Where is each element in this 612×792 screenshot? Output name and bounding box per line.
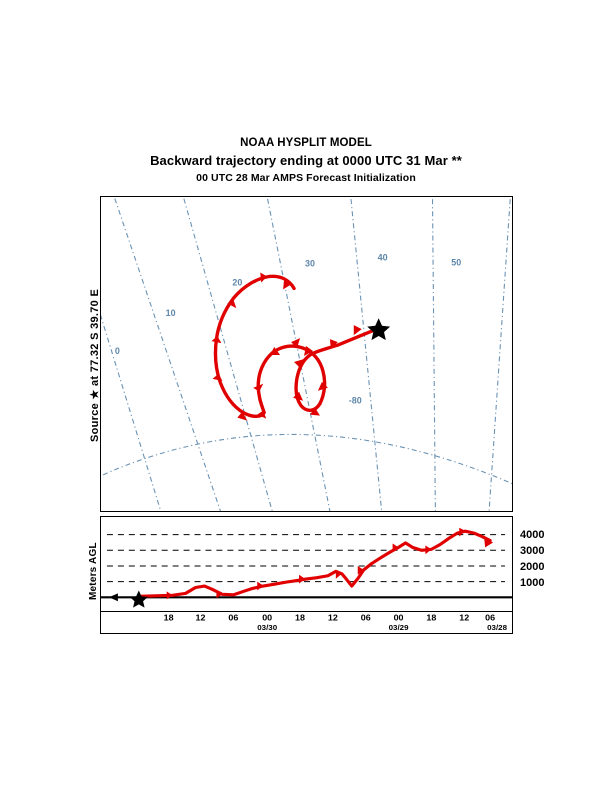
hour-tick: 00 [262, 613, 272, 623]
height-left-arrow [108, 593, 118, 602]
altitude-marker [166, 591, 173, 600]
meridian-label-50: 50 [451, 258, 461, 268]
hour-tick: 06 [361, 613, 371, 623]
trajectory-arrow [283, 279, 292, 290]
hour-tick: 00 [394, 613, 404, 623]
altitude-markers [166, 527, 494, 600]
meridian-line [431, 197, 436, 511]
altitude-label-2000: 2000 [520, 561, 544, 573]
hour-tick: 18 [164, 613, 174, 623]
altitude-marker [459, 527, 466, 537]
meridian-label-0: 0 [115, 346, 120, 356]
meridian-line [266, 197, 331, 511]
trajectory-arrow [227, 299, 237, 309]
trajectory-arrowheads [211, 272, 362, 421]
altitude-labels-svg: 4000 3000 2000 1000 [520, 529, 544, 589]
altitude-marker [299, 574, 306, 584]
trajectory-arrow [329, 339, 338, 350]
hour-tick: 18 [295, 613, 305, 623]
meridian-line [488, 197, 511, 511]
trajectory-path-group [211, 272, 379, 421]
altitude-marker [335, 569, 342, 579]
model-title: NOAA HYSPLIT MODEL [240, 137, 372, 149]
altitude-marker [257, 581, 264, 591]
source-star-marker [367, 318, 391, 341]
altitude-label-1000: 1000 [520, 577, 544, 589]
altitude-marker [425, 545, 432, 555]
trajectory-arrow [260, 272, 268, 283]
height-svg [101, 527, 512, 608]
parallel-label-minus80: -80 [349, 396, 362, 406]
hour-tick: 18 [426, 613, 436, 623]
meridian-label-10: 10 [166, 308, 176, 318]
trajectory-map-panel[interactable]: 0 10 20 30 40 50 -80 [100, 196, 513, 512]
trajectory-arrow [353, 325, 362, 336]
meridian-label-30: 30 [305, 259, 315, 269]
altitude-marker [392, 543, 399, 553]
altitude-label-3000: 3000 [520, 545, 544, 557]
altitude-marker [216, 590, 223, 599]
date-labels: 03/30 03/29 03/28 [257, 623, 507, 632]
meridian-label-20: 20 [232, 277, 242, 287]
parallel-line-80 [101, 433, 512, 485]
trajectory-arrow [270, 347, 281, 355]
hour-tick-labels: 18 12 06 00 18 12 06 00 18 12 06 [164, 613, 496, 623]
trajectory-arrow [304, 346, 313, 356]
altitude-labels-group: 4000 3000 2000 1000 [516, 516, 586, 612]
height-source-star [129, 590, 148, 608]
meteorology-subtitle: 00 UTC 28 Mar AMPS Forecast Initializati… [196, 172, 416, 184]
time-axis-panel: 18 12 06 00 18 12 06 00 18 12 06 03/30 0… [100, 612, 513, 634]
trajectory-arrow [309, 407, 320, 416]
meridian-line [350, 197, 383, 511]
height-profile-panel[interactable] [100, 516, 513, 612]
altitude-curve [137, 529, 492, 598]
parallel-lines [101, 433, 512, 485]
altitude-gridlines [106, 534, 506, 583]
trajectory-arrow [237, 411, 248, 421]
trajectory-arrow [293, 391, 304, 401]
hour-tick: 06 [228, 613, 238, 623]
hour-tick: 12 [328, 613, 338, 623]
altitude-marker [484, 537, 494, 548]
hour-tick: 06 [485, 613, 495, 623]
date-label: 03/28 [487, 623, 508, 632]
altitude-marker [357, 565, 364, 575]
altitude-label-4000: 4000 [520, 529, 544, 541]
meridian-lines [101, 197, 511, 511]
meridian-label-40: 40 [378, 253, 388, 263]
title-block: NOAA HYSPLIT MODEL Backward trajectory e… [0, 136, 612, 186]
date-label: 03/29 [389, 623, 410, 632]
trajectory-arrow [317, 381, 328, 391]
meters-agl-axis-label: Meters AGL [88, 542, 99, 600]
meridian-line [113, 197, 221, 511]
map-svg: 0 10 20 30 40 50 -80 [101, 197, 512, 511]
time-axis-svg: 18 12 06 00 18 12 06 00 18 12 06 03/30 0… [164, 613, 508, 632]
date-label: 03/30 [257, 623, 278, 632]
trajectory-arrow [212, 373, 223, 381]
hour-tick: 12 [196, 613, 206, 623]
trajectory-arrow [257, 410, 267, 419]
trajectory-title: Backward trajectory ending at 0000 UTC 3… [150, 153, 462, 168]
hour-tick: 12 [459, 613, 469, 623]
trajectory-arrow [291, 338, 301, 349]
trajectory-arrow [253, 383, 264, 392]
trajectory-arrow [211, 336, 222, 344]
meridian-line [101, 314, 162, 511]
meridian-line [182, 197, 273, 511]
